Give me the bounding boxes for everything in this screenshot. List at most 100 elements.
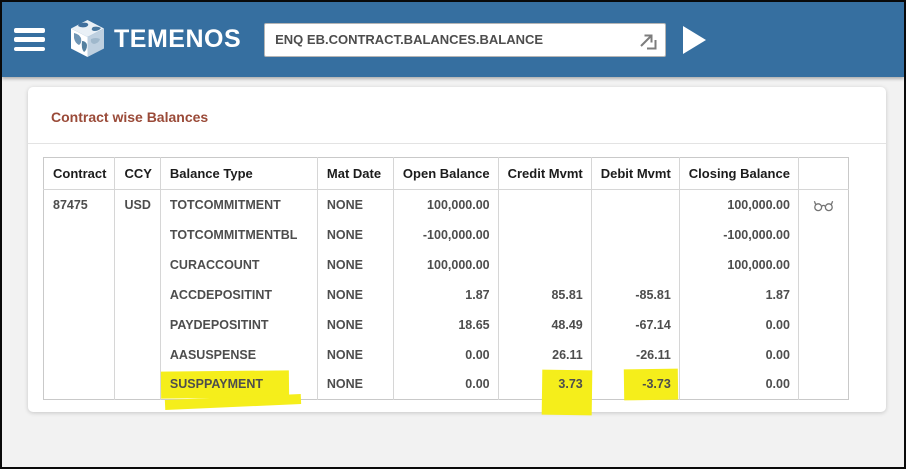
cell-closing_balance: 0.00 xyxy=(678,339,799,370)
title-divider xyxy=(28,143,886,144)
drilldown-cell xyxy=(797,189,849,220)
cell-balance_type: AASUSPENSE xyxy=(159,339,318,370)
cell-closing_balance: 100,000.00 xyxy=(678,189,799,220)
cell-credit_mvmt xyxy=(497,189,592,220)
cell-open_balance: 0.00 xyxy=(392,339,499,370)
cell-ccy: USD xyxy=(114,189,161,220)
cell-balance_type: TOTCOMMITMENTBL xyxy=(159,219,318,250)
col-header-mat-date: Mat Date xyxy=(316,157,394,190)
cell-balance_type: TOTCOMMITMENT xyxy=(159,189,318,220)
cell-open_balance: 100,000.00 xyxy=(392,249,499,280)
binoculars-icon[interactable] xyxy=(813,199,834,212)
cell-balance_type: PAYDEPOSITINT xyxy=(159,309,318,340)
logo-wordmark: TEMENOS xyxy=(114,25,242,53)
cell-ccy xyxy=(114,369,161,400)
cell-balance_type: CURACCOUNT xyxy=(159,249,318,280)
cell-mat_date: NONE xyxy=(316,249,394,280)
table-row: PAYDEPOSITINT NONE 18.65 48.49 -67.14 0.00 xyxy=(44,309,849,340)
col-header-open-balance: Open Balance xyxy=(392,157,499,190)
cell-open_balance: 100,000.00 xyxy=(392,189,499,220)
cell-open_balance: 18.65 xyxy=(392,309,499,340)
cell-mat_date: NONE xyxy=(316,339,394,370)
balances-table-wrap: Contract CCY Balance Type Mat Date Open … xyxy=(43,157,886,400)
col-header-ccy: CCY xyxy=(114,157,161,190)
cell-action xyxy=(797,249,849,280)
cell-ccy xyxy=(114,249,161,280)
cell-debit_mvmt: -26.11 xyxy=(590,339,680,370)
cell-debit_mvmt xyxy=(590,219,680,250)
balances-table-body: 87475 USD TOTCOMMITMENT NONE 100,000.00 100,0… xyxy=(44,189,849,400)
top-navigation-bar: TEMENOS xyxy=(2,2,904,77)
cell-balance_type: ACCDEPOSITINT xyxy=(159,279,318,310)
cell-debit_mvmt: -3.73 xyxy=(590,369,680,400)
cell-debit_mvmt xyxy=(590,249,680,280)
cell-open_balance: 0.00 xyxy=(392,369,499,400)
cell-debit_mvmt: -67.14 xyxy=(590,309,680,340)
enquiry-card: Contract wise Balances Contract CCY Bala… xyxy=(28,87,886,412)
play-icon[interactable] xyxy=(683,25,707,54)
page-title: Contract wise Balances xyxy=(51,109,209,125)
highlight-marker: 3.73 xyxy=(558,377,583,392)
cell-ccy xyxy=(114,279,161,310)
cell-mat_date: NONE xyxy=(316,309,394,340)
table-row: CURACCOUNT NONE 100,000.00 100,000.00 xyxy=(44,249,849,280)
cell-closing_balance: 1.87 xyxy=(678,279,799,310)
cell-closing_balance: 100,000.00 xyxy=(678,249,799,280)
cell-action xyxy=(797,279,849,310)
launch-arrow-icon[interactable] xyxy=(637,30,657,50)
cell-action xyxy=(797,369,849,400)
highlight-marker: SUSPPAYMENT xyxy=(169,377,263,392)
cell-ccy xyxy=(114,339,161,370)
cell-contract xyxy=(44,280,115,310)
cell-balance_type: SUSPPAYMENT xyxy=(159,369,318,400)
cell-contract: 87475 xyxy=(53,197,88,212)
content-area: Contract wise Balances Contract CCY Bala… xyxy=(2,79,904,467)
cell-ccy xyxy=(114,219,161,250)
cell-action xyxy=(797,339,849,370)
col-header-credit-mvmt: Credit Mvmt xyxy=(497,157,592,190)
cell-mat_date: NONE xyxy=(316,369,394,400)
cell-contract xyxy=(44,340,115,370)
cell-action xyxy=(797,219,849,250)
command-line-box xyxy=(264,22,667,57)
col-header-closing-balance: Closing Balance xyxy=(678,157,799,190)
cell-ccy xyxy=(114,309,161,340)
cell-credit_mvmt: 26.11 xyxy=(497,339,592,370)
col-header-balance-type: Balance Type xyxy=(159,157,318,190)
cell-mat_date: NONE xyxy=(316,219,394,250)
hamburger-icon[interactable] xyxy=(14,28,45,51)
cell-closing_balance: 0.00 xyxy=(678,369,799,400)
cell-credit_mvmt: 48.49 xyxy=(497,309,592,340)
cell-mat_date: NONE xyxy=(316,189,394,220)
command-input[interactable] xyxy=(275,32,638,47)
temenos-logo: TEMENOS xyxy=(69,19,241,61)
table-header-row: Contract CCY Balance Type Mat Date Open … xyxy=(43,157,849,190)
cell-mat_date: NONE xyxy=(316,279,394,310)
table-row: ACCDEPOSITINT NONE 1.87 85.81 -85.81 1.87 xyxy=(44,279,849,310)
table-row: AASUSPENSE NONE 0.00 26.11 -26.11 0.00 xyxy=(44,339,849,370)
table-row: 87475 USD TOTCOMMITMENT NONE 100,000.00 100,0… xyxy=(44,189,849,220)
cell-contract xyxy=(44,250,115,280)
table-row: SUSPPAYMENT NONE 0.00 3.73 -3.73 0.00 xyxy=(44,369,849,400)
cell-debit_mvmt xyxy=(590,189,680,220)
table-row: TOTCOMMITMENTBL NONE -100,000.00 -100,000.0… xyxy=(44,219,849,250)
highlight-marker: -3.73 xyxy=(642,377,671,392)
cell-closing_balance: 0.00 xyxy=(678,309,799,340)
cell-closing_balance: -100,000.00 xyxy=(678,219,799,250)
cell-open_balance: 1.87 xyxy=(392,279,499,310)
cell-credit_mvmt: 85.81 xyxy=(497,279,592,310)
cell-action xyxy=(797,309,849,340)
col-header-contract: Contract xyxy=(43,157,115,190)
cell-debit_mvmt: -85.81 xyxy=(590,279,680,310)
cell-credit_mvmt xyxy=(497,249,592,280)
cell-contract xyxy=(44,370,115,400)
col-header-action xyxy=(797,157,849,190)
balances-table: Contract CCY Balance Type Mat Date Open … xyxy=(43,157,849,400)
col-header-debit-mvmt: Debit Mvmt xyxy=(590,157,680,190)
temenos-globe-cube-icon xyxy=(71,19,104,57)
cell-open_balance: -100,000.00 xyxy=(392,219,499,250)
cell-contract xyxy=(44,220,115,250)
cell-contract xyxy=(44,310,115,340)
cell-credit_mvmt xyxy=(497,219,592,250)
